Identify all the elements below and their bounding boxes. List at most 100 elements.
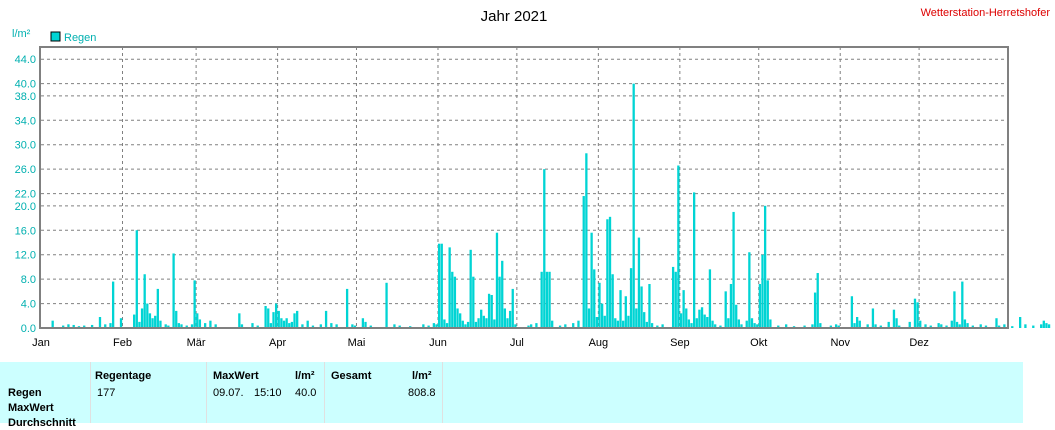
rain-bar: [204, 323, 207, 328]
rain-bar: [619, 290, 622, 328]
rain-bar: [293, 313, 296, 328]
chart-title: Jahr 2021: [481, 8, 548, 25]
rain-bar: [735, 304, 738, 328]
legend-label: Regen: [64, 32, 96, 44]
rain-bar: [469, 249, 472, 328]
rain-bar: [264, 306, 267, 328]
rain-chart: Jahr 2021 Wetterstation-Herretshofer l/m…: [12, 7, 1050, 349]
rain-bar: [866, 324, 869, 328]
rain-bar: [301, 324, 304, 328]
rain-bar: [143, 274, 146, 328]
rain-bar: [595, 317, 599, 328]
rain-bar: [551, 320, 554, 328]
rain-bar: [67, 324, 70, 328]
rain-bar: [90, 324, 94, 328]
rain-bar: [656, 325, 659, 328]
y-tick-label: 8.0: [21, 274, 36, 286]
rain-bar: [593, 269, 596, 328]
rain-bar: [600, 303, 604, 328]
rain-bar: [198, 319, 202, 328]
rain-bar: [151, 318, 154, 328]
rain-bar: [545, 271, 549, 328]
maxwert-date: 09.07.: [213, 387, 244, 399]
rain-bar: [1042, 320, 1045, 328]
y-tick-label: 26.0: [15, 164, 36, 176]
rain-bar: [816, 273, 819, 328]
gesamt-value: 808.8: [408, 387, 436, 399]
rain-bar: [1040, 324, 1043, 328]
rain-bar: [490, 295, 493, 328]
rain-bar: [811, 324, 814, 328]
rain-bar: [280, 318, 283, 328]
rain-bar: [590, 232, 593, 328]
rain-bar: [324, 310, 328, 328]
rain-bar: [503, 308, 507, 328]
rain-bar: [766, 280, 769, 328]
rain-bar: [837, 325, 840, 328]
rain-bar: [853, 323, 856, 328]
rain-bar: [445, 323, 449, 328]
rain-bar: [945, 325, 948, 328]
maxwert-time: 15:10: [254, 387, 282, 399]
rain-bar: [272, 312, 275, 328]
rain-bar: [706, 317, 709, 328]
rain-bar: [472, 276, 475, 328]
rain-bar: [887, 321, 890, 328]
rain-bar: [919, 320, 922, 328]
rain-bar: [955, 321, 959, 328]
rain-bar: [277, 310, 280, 328]
y-tick-label: 20.0: [15, 201, 36, 213]
rain-bar: [506, 318, 509, 328]
rain-bar: [274, 303, 278, 328]
rain-bar: [690, 323, 693, 328]
rain-bar: [661, 324, 664, 328]
rain-bar: [803, 325, 806, 328]
rain-bar: [501, 260, 504, 328]
maxwert-header: MaxWert: [213, 370, 259, 382]
month-label: Feb: [113, 337, 132, 349]
rain-bar: [632, 83, 635, 328]
rain-bar: [737, 319, 740, 328]
rain-bar: [485, 318, 488, 328]
rain-bar: [83, 325, 86, 328]
rain-bar: [714, 324, 717, 328]
rain-bar: [671, 266, 675, 328]
month-label: Apr: [269, 337, 286, 349]
rain-bar: [850, 296, 854, 328]
rain-bar: [997, 325, 1001, 328]
rain-bar: [456, 308, 459, 328]
rain-bar: [874, 324, 877, 328]
rain-bar: [564, 324, 567, 328]
rain-bar: [398, 325, 401, 328]
rain-bar: [674, 271, 677, 328]
rain-bar: [698, 309, 701, 328]
rain-bar: [109, 323, 112, 328]
rain-bar: [777, 325, 780, 328]
rain-bar: [508, 310, 512, 328]
rain-bar: [175, 310, 178, 328]
rain-bar: [732, 211, 735, 328]
rain-bar: [466, 321, 470, 328]
rain-bar: [585, 153, 588, 328]
rain-bar: [1011, 326, 1014, 328]
rain-bar: [432, 323, 436, 328]
rain-bar: [251, 323, 254, 328]
rain-bar: [937, 323, 940, 328]
empty-column: [442, 362, 1023, 423]
rain-bar: [477, 318, 480, 328]
rain-bar: [679, 313, 683, 328]
rain-bar: [422, 324, 425, 328]
rain-bar: [685, 308, 688, 328]
rain-bar: [240, 324, 244, 328]
rain-bar: [892, 309, 896, 328]
rain-bar: [133, 314, 136, 328]
rain-bar: [1045, 323, 1048, 328]
maxwert-column: MaxWert l/m² 09.07. 15:10 40.0: [206, 362, 324, 423]
rain-bar: [908, 321, 911, 328]
rain-bar: [598, 282, 601, 328]
y-tick-label: 0.0: [21, 323, 36, 335]
rain-bar: [758, 284, 762, 328]
rain-bar: [622, 320, 625, 328]
rain-bar: [687, 319, 691, 328]
stats-panel: Regen MaxWert Durchschnitt Regentage 177…: [0, 362, 1023, 429]
